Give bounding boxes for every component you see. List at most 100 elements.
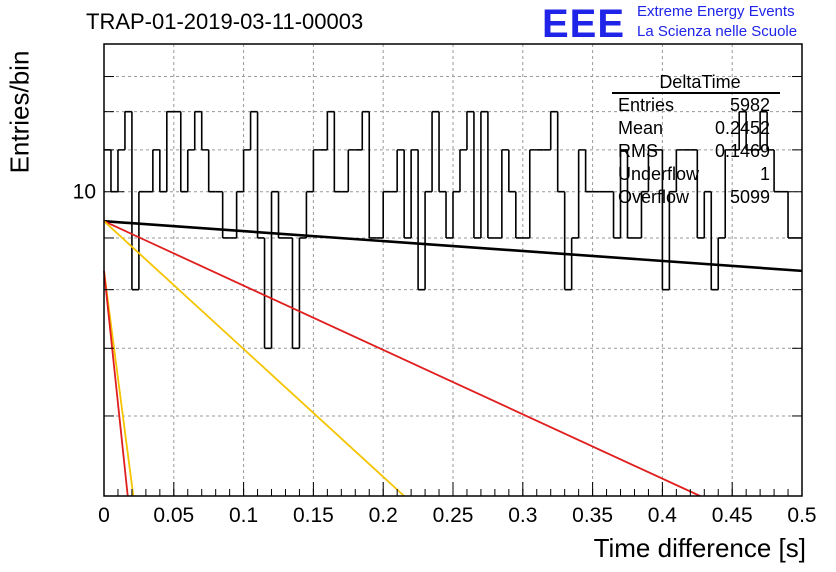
fit-line [103, 220, 405, 497]
fit-line [103, 270, 135, 497]
histogram-bin [445, 191, 453, 239]
histogram-bin [382, 190, 391, 238]
histogram-bin [459, 149, 467, 192]
histogram-bin [312, 149, 321, 192]
histogram-bin [305, 190, 314, 238]
x-tick-label: 0.15 [293, 504, 334, 527]
histogram-bin [347, 149, 356, 192]
histogram-bin [556, 111, 565, 193]
y-axis-label: Entries/bin [4, 50, 35, 174]
histogram-bin [298, 237, 307, 349]
histogram-bin [675, 149, 684, 192]
histogram-bin [647, 149, 656, 192]
x-tick-label: 0.35 [572, 504, 613, 527]
histogram-bin [124, 110, 132, 150]
histogram-bin [724, 149, 733, 238]
histogram-bin [501, 149, 509, 238]
x-tick-label: 0.5 [787, 504, 816, 527]
histogram-bin [277, 191, 286, 239]
x-tick-label: 0.2 [369, 504, 398, 527]
histogram-bin [570, 237, 579, 290]
histogram-bin [640, 190, 649, 238]
stat-label: RMS [618, 141, 658, 161]
stat-row-rms: RMS 0.1469 [612, 140, 780, 163]
histogram-series [104, 110, 802, 350]
histogram-bin [361, 110, 370, 150]
stat-label: Mean [618, 118, 664, 138]
histogram-bin [745, 111, 754, 151]
histogram-bin [326, 110, 335, 150]
histogram-bin [577, 149, 586, 238]
histogram-bin [242, 149, 251, 192]
histogram-bin [249, 110, 258, 150]
x-tick-label: 0.3 [508, 504, 537, 527]
histogram-bin [710, 191, 719, 291]
stat-row-underflow: Underflow 1 [612, 163, 780, 186]
x-tick-label: 0.1 [229, 504, 258, 527]
histogram-bin [515, 191, 523, 239]
histogram-bin [438, 111, 447, 193]
histogram-bin [626, 149, 635, 239]
fit-curves [103, 219, 803, 497]
stat-value: 0.1469 [714, 141, 770, 161]
histogram-bin [584, 149, 593, 193]
histogram-bin [403, 149, 412, 239]
stat-label: Overflow [618, 187, 690, 207]
histogram-bin [773, 149, 782, 193]
stat-value: 5982 [729, 95, 770, 115]
fit-line [103, 219, 803, 273]
histogram-bin [480, 110, 488, 238]
chart-title: TRAP-01-2019-03-11-00003 [86, 9, 364, 34]
stat-row-entries: Entries 5982 [612, 94, 780, 117]
histogram-bin [528, 149, 537, 238]
stat-value: 0.2452 [714, 118, 770, 138]
histogram-bin [152, 149, 160, 192]
x-axis-label: Time difference [s] [593, 533, 806, 563]
histogram-bin [166, 110, 174, 192]
eee-logo: EEE [542, 2, 626, 46]
histogram-bin [256, 111, 265, 239]
stat-value: 1 [759, 164, 770, 184]
histogram-bin [452, 190, 460, 238]
x-tick-label: 0.05 [153, 504, 194, 527]
histogram-bin [207, 149, 216, 193]
fit-line [103, 220, 701, 497]
histogram-bin [417, 149, 426, 291]
histogram-bin [612, 191, 621, 239]
histogram-bin [117, 149, 125, 192]
x-tick-label: 0 [98, 504, 110, 527]
histogram-bin [396, 149, 405, 192]
stat-row-mean: Mean 0.2452 [612, 117, 780, 140]
histogram-bin [270, 190, 279, 349]
histogram-bin [661, 149, 670, 291]
histogram-bin [431, 110, 440, 192]
stats-box: DeltaTime Entries 5982 Mean 0.2452 RMS 0… [612, 72, 780, 209]
histogram-bin [619, 149, 628, 238]
histogram-bin [738, 110, 747, 150]
histogram-bin [508, 149, 516, 193]
histogram-bin [410, 149, 419, 238]
stat-row-overflow: Overflow 5099 [612, 186, 780, 209]
histogram-bin [466, 110, 474, 150]
histogram-bin [333, 111, 342, 193]
histogram-bin [368, 111, 377, 239]
org-name-line2: La Scienza nelle Scuole [637, 23, 798, 40]
histogram-bin [131, 111, 139, 291]
stats-title: DeltaTime [612, 72, 780, 94]
histogram-bin [291, 237, 300, 350]
fit-line [103, 270, 129, 497]
histogram-bin [787, 191, 796, 239]
histogram-bin [193, 110, 202, 150]
histogram-bin [703, 190, 712, 238]
histogram-bin [263, 237, 272, 350]
histogram-bin [424, 190, 433, 290]
stat-label: Entries [618, 95, 675, 115]
x-tick-label: 0.45 [712, 504, 753, 527]
histogram-bin [668, 190, 677, 290]
histogram-bin [549, 110, 558, 150]
histogram-bin [473, 111, 481, 239]
histogram-bin [487, 111, 495, 239]
org-name-line1: Extreme Energy Events [637, 3, 795, 20]
histogram-bin [766, 111, 775, 151]
